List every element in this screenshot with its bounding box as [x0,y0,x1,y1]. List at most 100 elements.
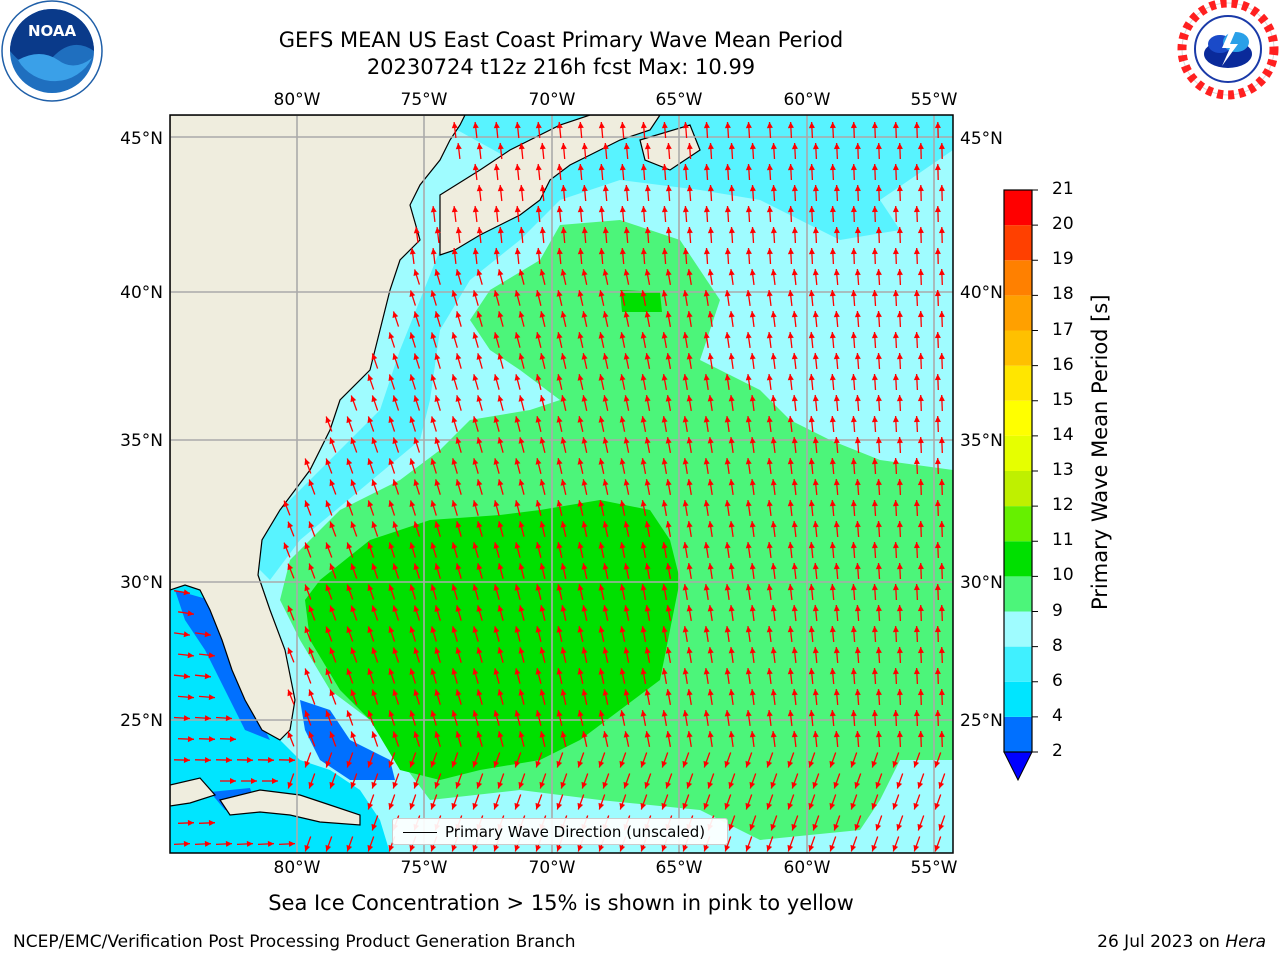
wave-arrow [598,163,605,181]
wave-arrow [451,794,459,810]
wave-arrow [854,184,861,202]
wave-arrow [493,458,500,474]
wave-arrow [728,731,735,747]
wave-arrow [392,689,400,705]
wave-arrow [871,836,879,852]
wave-arrow [707,437,714,453]
wave-arrow [346,626,354,642]
wave-arrow [850,625,857,643]
wave-arrow [644,352,651,370]
wave-arrow [577,584,584,600]
wave-arrow [749,815,757,831]
wave-arrow [287,773,295,789]
wave-arrow [812,730,819,748]
wave-arrow [913,121,920,139]
wave-arrow [791,562,798,580]
wave-arrow [325,584,333,600]
wave-arrow [934,121,941,139]
wave-arrow [455,605,462,621]
wave-arrow [409,626,417,642]
wave-arrow [850,836,858,852]
wave-arrow [581,395,588,411]
wave-arrow [854,520,861,538]
wave-arrow [833,184,840,202]
wave-arrow [455,689,462,705]
wave-arrow [703,668,710,684]
wave-arrow [892,289,899,307]
wave-arrow [598,668,605,684]
wave-arrow [598,752,606,768]
wave-arrow [833,730,840,748]
wave-arrow [430,290,437,306]
wave-arrow [472,332,479,348]
wave-arrow [455,227,462,243]
wave-arrow [871,794,879,810]
wave-arrow [644,436,651,454]
wave-arrow [661,331,668,349]
wave-arrow [770,184,777,202]
wave-arrow [770,479,777,495]
wave-arrow [703,374,710,390]
wave-arrow [745,710,752,726]
wave-arrow [686,562,693,580]
wave-arrow [476,605,483,621]
wave-arrow [539,773,547,789]
wave-arrow [581,605,588,621]
wave-arrow [598,416,605,432]
colorbar-bin-12 [1004,295,1032,331]
wave-arrow [707,479,714,495]
wave-arrow [896,688,903,706]
wave-arrow [770,605,777,621]
wave-arrow [581,269,588,285]
colorbar-tick-label-10: 10 [1052,565,1074,586]
wave-arrow [434,269,441,285]
wave-arrow [451,122,458,138]
lat-tick-right-35n: 35°N [960,431,1003,451]
cuba-land [219,789,361,826]
wave-arrow [707,521,714,537]
wave-arrow [871,667,878,685]
wave-arrow [388,584,396,600]
us-east-coast-land [170,115,466,741]
wave-arrow [917,562,924,580]
wave-arrow [665,436,672,454]
wave-arrow [938,688,945,706]
wave-arrow [497,479,504,495]
wave-arrow [434,563,441,579]
wave-arrow [724,710,731,726]
wave-arrow [934,163,941,181]
wave-arrow [833,268,840,286]
wave-arrow [602,226,609,244]
wave-arrow [728,647,735,663]
lon-tick-top-70w: 70°W [529,90,576,110]
wave-arrow [577,205,584,223]
wave-arrow [770,815,778,831]
wave-arrow [388,710,396,726]
wave-arrow [896,478,903,496]
wave-arrow [850,247,857,265]
lon-tick-top-55w: 55°W [911,90,958,110]
wave-arrow [682,163,689,181]
wave-arrow [791,394,798,412]
wave-arrow [598,626,605,642]
wave-arrow [451,458,458,474]
wave-arrow [896,142,903,160]
wave-arrow [346,458,354,474]
legend-label: Primary Wave Direction (unscaled) [445,823,706,841]
wave-arrow [875,142,882,160]
wave-arrow [812,646,819,664]
wave-arrow [707,773,715,789]
wave-arrow [661,373,668,391]
wave-arrow [787,541,794,559]
wave-arrow [451,374,458,390]
wave-arrow [791,142,798,160]
wave-arrow [434,773,442,789]
wave-arrow [665,688,672,706]
lat-tick-right-40n: 40°N [960,283,1003,303]
wave-arrow [497,437,504,453]
wave-arrow [745,416,752,432]
wave-arrow [703,416,710,432]
colorbar-extend-arrow [1003,751,1033,782]
wave-arrow [455,395,462,411]
wave-arrow [833,478,840,496]
